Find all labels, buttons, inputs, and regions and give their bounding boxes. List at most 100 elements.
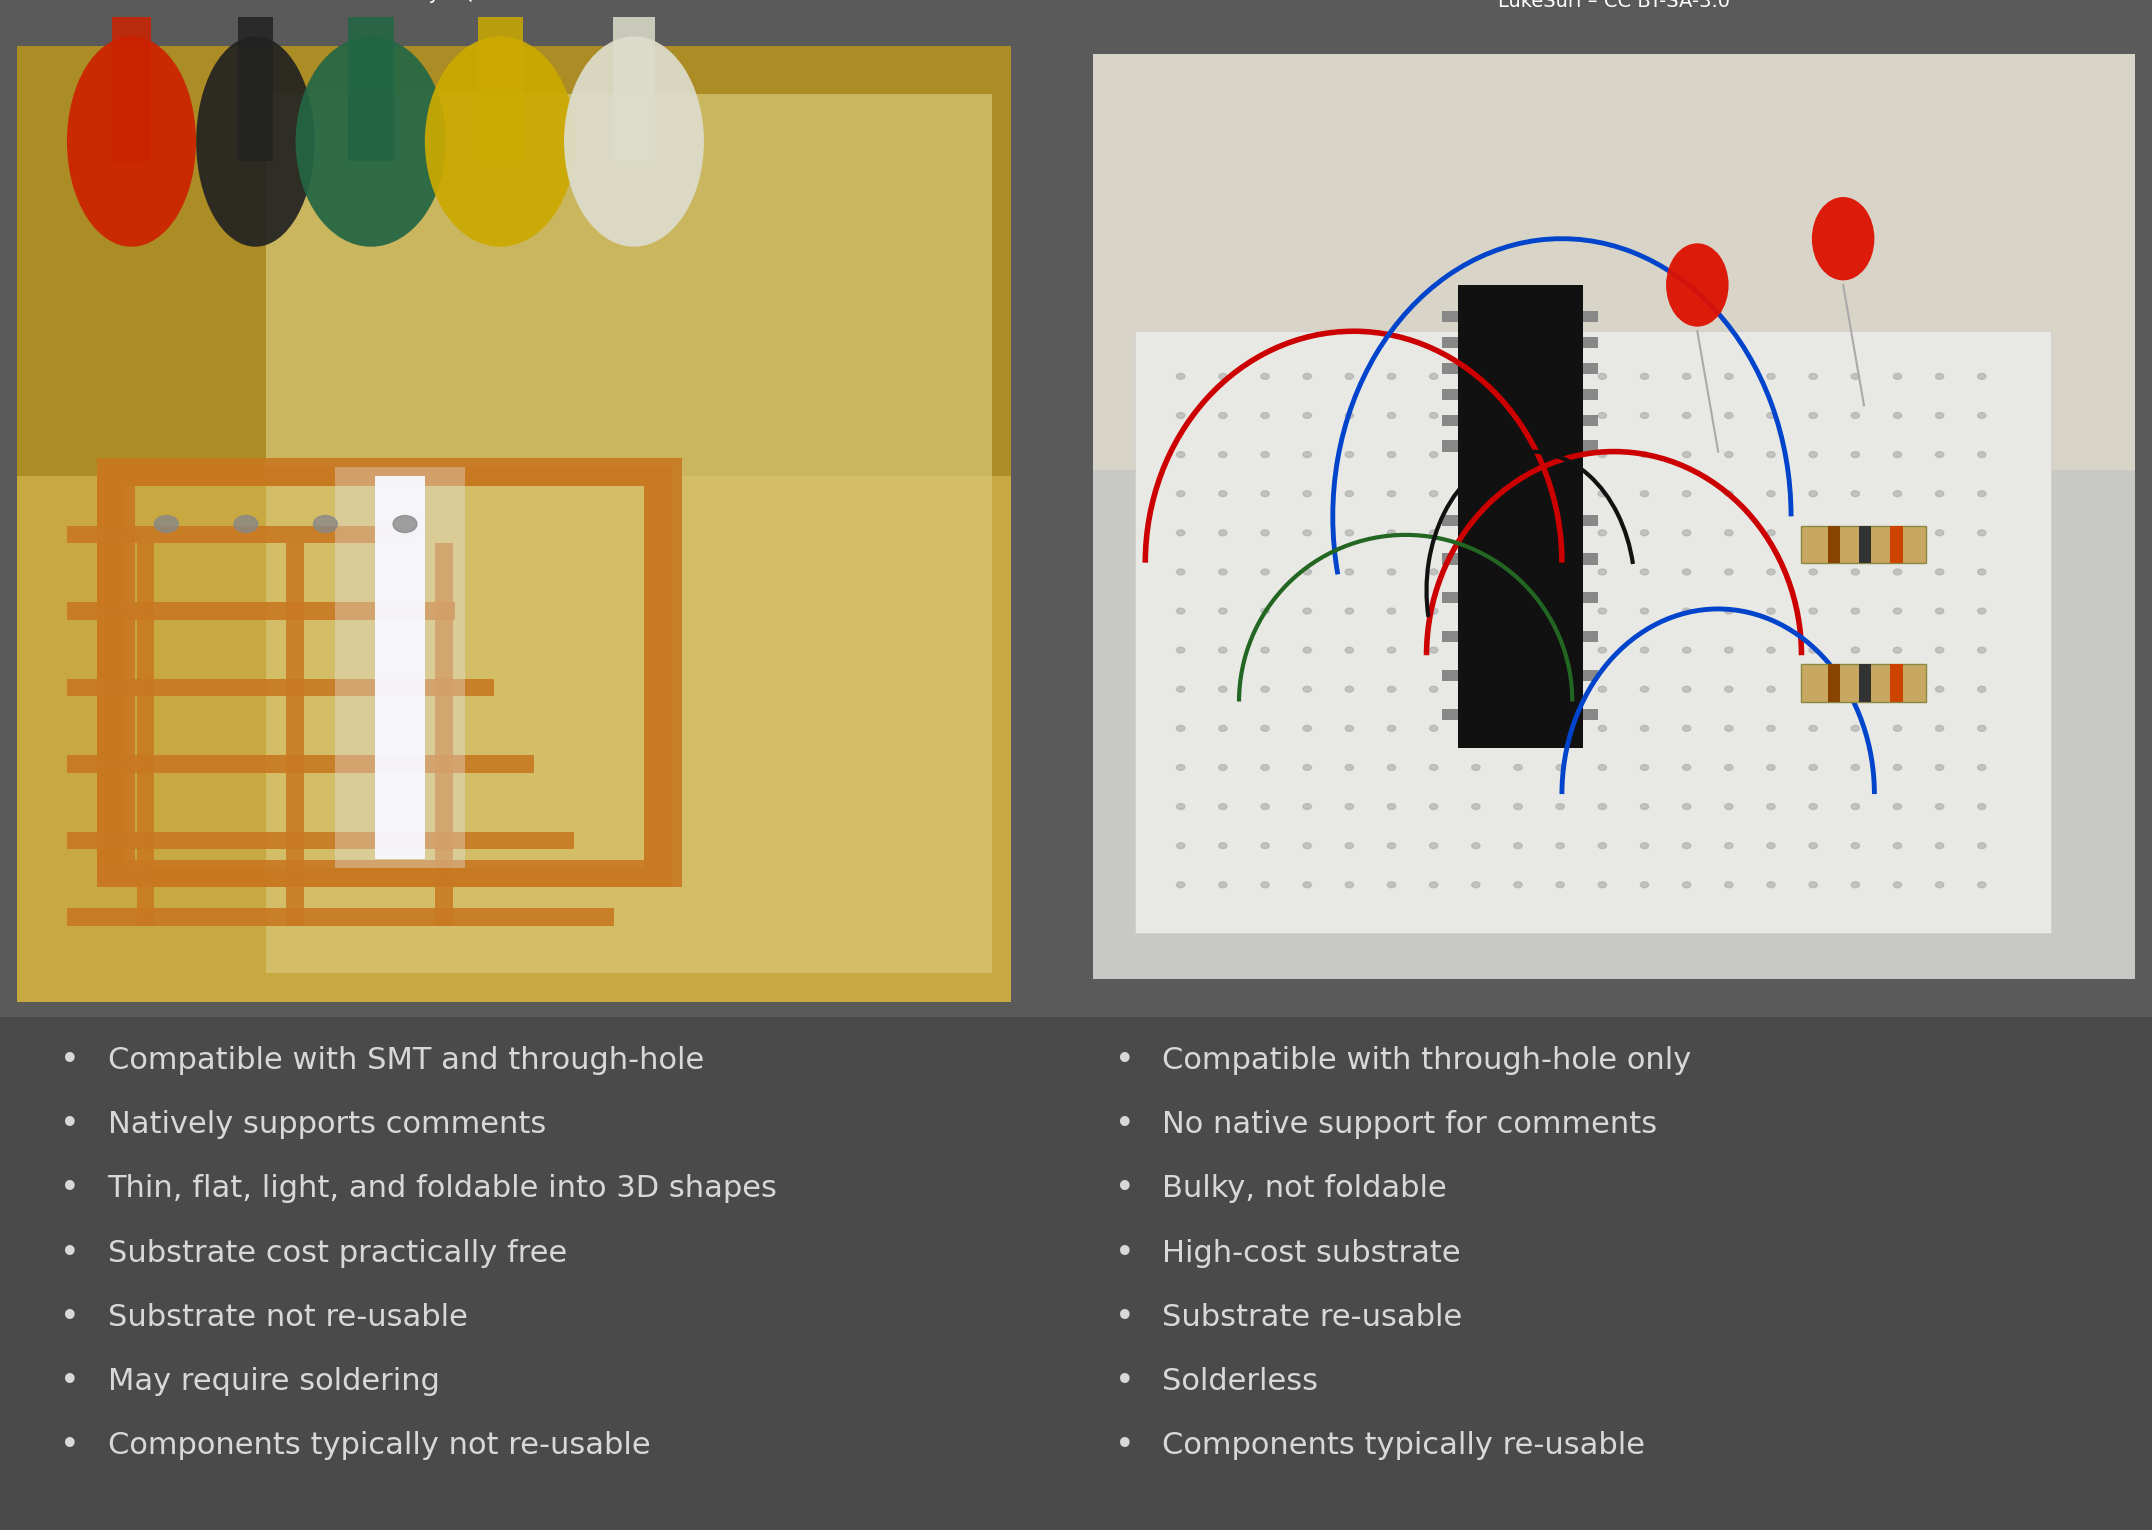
Circle shape — [235, 516, 258, 532]
Circle shape — [1472, 529, 1481, 536]
Circle shape — [1767, 765, 1775, 771]
Circle shape — [1683, 647, 1691, 653]
Circle shape — [314, 516, 338, 532]
Circle shape — [1767, 451, 1775, 457]
FancyBboxPatch shape — [1582, 311, 1599, 321]
Circle shape — [1978, 881, 1986, 887]
Circle shape — [1513, 881, 1521, 887]
Circle shape — [1851, 803, 1859, 809]
Circle shape — [1767, 881, 1775, 887]
Circle shape — [1513, 803, 1521, 809]
Circle shape — [1429, 765, 1438, 771]
Circle shape — [1345, 413, 1354, 418]
Circle shape — [1683, 803, 1691, 809]
Circle shape — [1177, 529, 1186, 536]
Circle shape — [1513, 607, 1521, 614]
Circle shape — [1724, 607, 1732, 614]
Circle shape — [1513, 687, 1521, 692]
Circle shape — [1978, 803, 1986, 809]
Circle shape — [1724, 803, 1732, 809]
Circle shape — [1978, 687, 1986, 692]
Circle shape — [1851, 569, 1859, 575]
Ellipse shape — [295, 37, 445, 246]
Circle shape — [1261, 451, 1270, 457]
Circle shape — [1767, 687, 1775, 692]
Circle shape — [1513, 843, 1521, 849]
Text: No native support for comments: No native support for comments — [1162, 1111, 1657, 1138]
Circle shape — [1556, 843, 1565, 849]
Circle shape — [1388, 765, 1397, 771]
Circle shape — [1513, 647, 1521, 653]
Circle shape — [1261, 569, 1270, 575]
Circle shape — [1724, 413, 1732, 418]
Circle shape — [1177, 803, 1186, 809]
Circle shape — [1599, 725, 1608, 731]
Circle shape — [1302, 607, 1311, 614]
FancyBboxPatch shape — [97, 459, 643, 487]
FancyBboxPatch shape — [1442, 363, 1457, 373]
Circle shape — [1851, 491, 1859, 497]
Circle shape — [1640, 765, 1648, 771]
Circle shape — [1724, 647, 1732, 653]
FancyBboxPatch shape — [1827, 664, 1840, 701]
FancyBboxPatch shape — [1442, 592, 1457, 603]
Circle shape — [1724, 843, 1732, 849]
Circle shape — [1724, 529, 1732, 536]
FancyBboxPatch shape — [349, 17, 394, 161]
FancyBboxPatch shape — [97, 868, 643, 887]
Circle shape — [1683, 413, 1691, 418]
Circle shape — [1599, 765, 1608, 771]
Circle shape — [1218, 413, 1227, 418]
Circle shape — [1724, 765, 1732, 771]
Circle shape — [1767, 725, 1775, 731]
Circle shape — [1978, 725, 1986, 731]
Circle shape — [1472, 569, 1481, 575]
Circle shape — [1935, 529, 1943, 536]
Circle shape — [1218, 607, 1227, 614]
Circle shape — [1599, 569, 1608, 575]
Circle shape — [1810, 725, 1816, 731]
FancyBboxPatch shape — [67, 909, 613, 926]
FancyBboxPatch shape — [0, 1017, 2152, 1530]
Circle shape — [1599, 491, 1608, 497]
Circle shape — [1935, 491, 1943, 497]
Circle shape — [1302, 765, 1311, 771]
Text: Substrate re-usable: Substrate re-usable — [1162, 1304, 1463, 1331]
Circle shape — [1302, 725, 1311, 731]
Circle shape — [1724, 373, 1732, 379]
Text: Natively supports comments: Natively supports comments — [108, 1111, 547, 1138]
FancyBboxPatch shape — [1442, 708, 1457, 721]
Circle shape — [1513, 451, 1521, 457]
Circle shape — [1599, 687, 1608, 692]
Circle shape — [1556, 765, 1565, 771]
Circle shape — [1261, 803, 1270, 809]
Ellipse shape — [564, 37, 704, 246]
Circle shape — [1261, 373, 1270, 379]
Circle shape — [1472, 451, 1481, 457]
Circle shape — [1935, 413, 1943, 418]
Text: •: • — [1115, 1429, 1134, 1463]
Circle shape — [1894, 647, 1902, 653]
Circle shape — [1683, 373, 1691, 379]
Text: •: • — [60, 1172, 80, 1206]
FancyBboxPatch shape — [374, 476, 424, 858]
Circle shape — [1345, 491, 1354, 497]
Circle shape — [1345, 881, 1354, 887]
Circle shape — [1894, 491, 1902, 497]
FancyBboxPatch shape — [1442, 632, 1457, 643]
Circle shape — [1429, 607, 1438, 614]
Circle shape — [1218, 569, 1227, 575]
FancyBboxPatch shape — [1889, 526, 1902, 563]
Circle shape — [1767, 529, 1775, 536]
Circle shape — [1810, 803, 1816, 809]
FancyBboxPatch shape — [1859, 664, 1872, 701]
Circle shape — [1177, 687, 1186, 692]
Text: •: • — [1115, 1300, 1134, 1334]
Circle shape — [1429, 687, 1438, 692]
Circle shape — [1472, 765, 1481, 771]
Circle shape — [1429, 569, 1438, 575]
Circle shape — [1810, 569, 1816, 575]
Circle shape — [1810, 881, 1816, 887]
Circle shape — [1429, 725, 1438, 731]
Text: Components typically re-usable: Components typically re-usable — [1162, 1432, 1644, 1460]
